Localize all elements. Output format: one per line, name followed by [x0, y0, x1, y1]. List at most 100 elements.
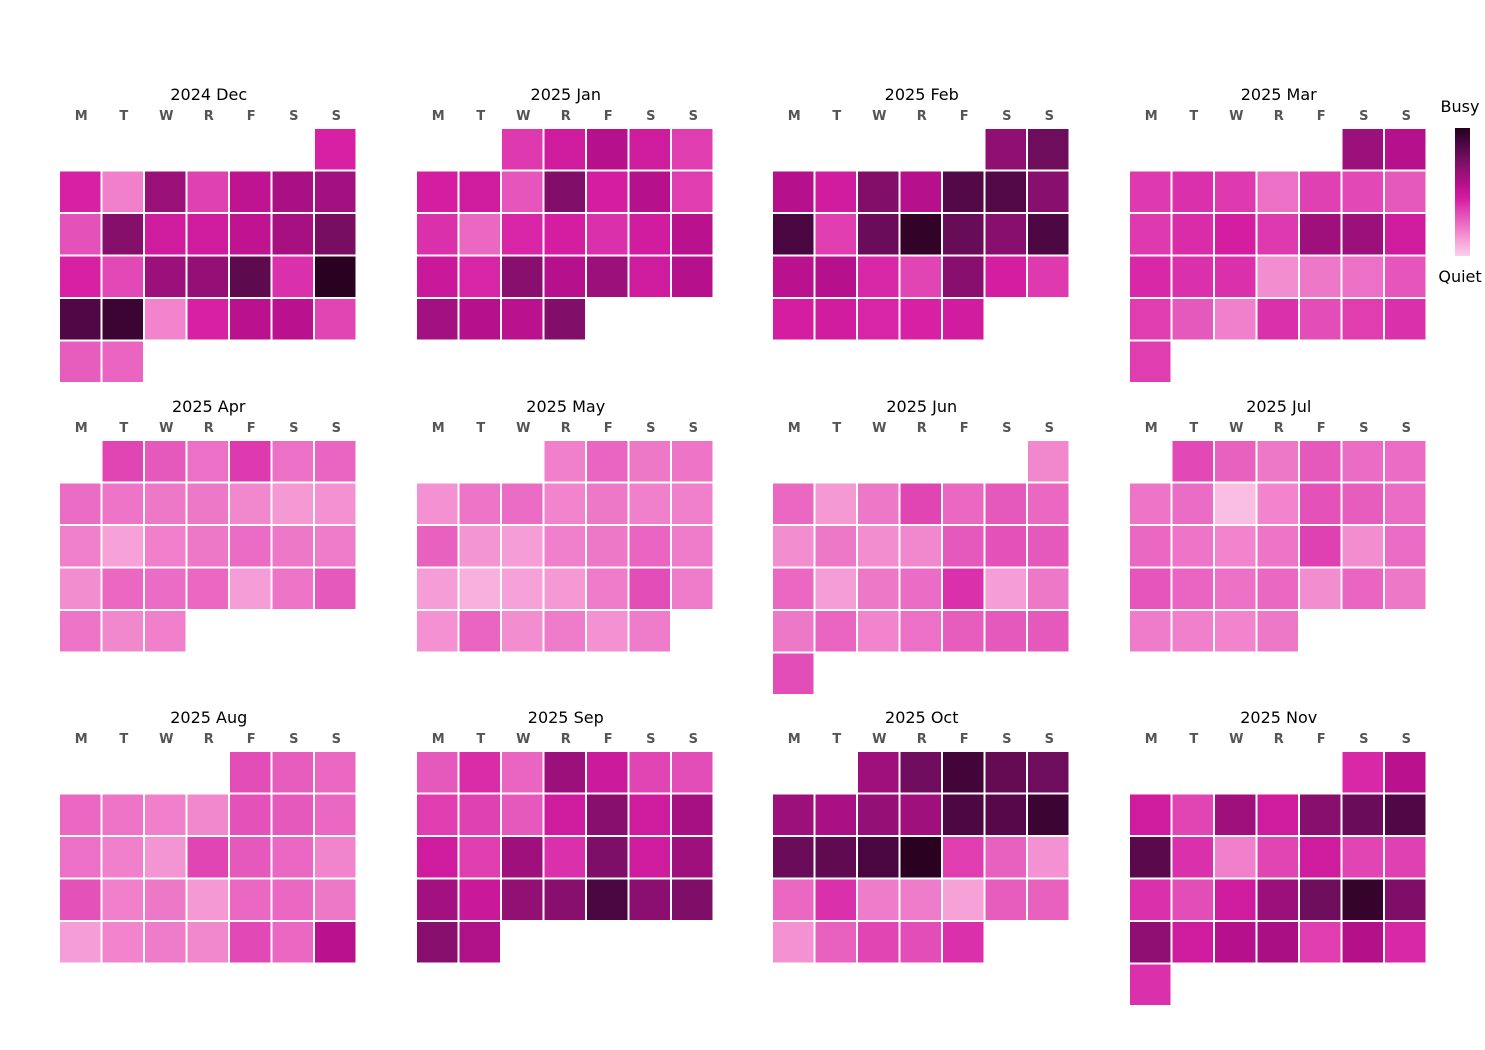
- day-cell: [417, 526, 458, 567]
- month-2025-oct: 2025 Oct M T W R F S S: [773, 708, 1069, 963]
- weekday-label: S: [1402, 732, 1411, 747]
- day-cell: [60, 837, 101, 878]
- day-cell: [60, 568, 101, 609]
- day-cell: [230, 837, 271, 878]
- day-cell: [502, 171, 543, 212]
- day-cell: [1257, 837, 1298, 878]
- day-cell: [858, 922, 899, 963]
- day-cell: [900, 837, 941, 878]
- day-cell: [943, 483, 984, 524]
- weekday-label: F: [960, 421, 969, 436]
- day-cell: [102, 299, 143, 340]
- weekday-label: S: [289, 421, 298, 436]
- day-cell: [858, 794, 899, 835]
- day-cell: [943, 256, 984, 297]
- weekday-label: F: [604, 421, 613, 436]
- day-cell: [985, 526, 1026, 567]
- day-cell: [985, 794, 1026, 835]
- day-cell: [230, 483, 271, 524]
- day-cell: [858, 837, 899, 878]
- day-cell: [943, 611, 984, 652]
- day-cell: [102, 837, 143, 878]
- day-cell: [943, 568, 984, 609]
- day-cell: [417, 752, 458, 793]
- day-cell: [417, 611, 458, 652]
- day-cell: [1300, 922, 1341, 963]
- day-cell: [60, 214, 101, 255]
- day-cell: [1215, 611, 1256, 652]
- day-cell: [815, 879, 856, 920]
- day-cell: [502, 752, 543, 793]
- weekday-label: R: [561, 732, 571, 747]
- day-cell: [1172, 483, 1213, 524]
- weekday-label: S: [646, 421, 655, 436]
- day-cell: [773, 653, 814, 694]
- month-2025-may: 2025 May M T W R F S S: [417, 397, 713, 652]
- day-cell: [459, 752, 500, 793]
- day-cell: [145, 299, 186, 340]
- day-cell: [587, 879, 628, 920]
- weekday-label: R: [917, 421, 927, 436]
- day-cell: [858, 299, 899, 340]
- day-cell: [815, 922, 856, 963]
- day-cell: [187, 171, 228, 212]
- weekday-label: M: [788, 732, 801, 747]
- day-cell: [1385, 256, 1426, 297]
- day-cell: [544, 611, 585, 652]
- day-cell: [629, 794, 670, 835]
- month-2025-jul: 2025 Jul M T W R F S S: [1130, 397, 1426, 652]
- day-cell: [900, 299, 941, 340]
- day-cell: [502, 299, 543, 340]
- weekday-label: M: [432, 732, 445, 747]
- day-cell: [145, 526, 186, 567]
- day-cell: [672, 129, 713, 170]
- day-cell: [1300, 794, 1341, 835]
- day-cell: [187, 256, 228, 297]
- weekday-label: W: [1229, 732, 1243, 747]
- day-cell: [272, 483, 313, 524]
- day-cell: [900, 752, 941, 793]
- day-cell: [1342, 568, 1383, 609]
- weekday-label: R: [204, 109, 214, 124]
- weekday-label: W: [872, 109, 886, 124]
- day-cell: [858, 879, 899, 920]
- day-cell: [459, 214, 500, 255]
- weekday-label: T: [119, 421, 128, 436]
- weekday-label: S: [1045, 109, 1054, 124]
- day-cell: [272, 568, 313, 609]
- day-cell: [1028, 837, 1069, 878]
- weekday-label: W: [516, 421, 530, 436]
- month-title: 2025 Jul: [1246, 397, 1311, 416]
- day-cell: [1300, 171, 1341, 212]
- day-cell: [1130, 794, 1171, 835]
- day-cell: [315, 171, 356, 212]
- weekday-label: F: [960, 732, 969, 747]
- day-cell: [587, 171, 628, 212]
- day-cell: [587, 568, 628, 609]
- day-cell: [985, 483, 1026, 524]
- day-cell: [985, 129, 1026, 170]
- day-cell: [858, 483, 899, 524]
- day-cell: [587, 526, 628, 567]
- day-cell: [417, 256, 458, 297]
- day-cell: [544, 256, 585, 297]
- day-cell: [272, 214, 313, 255]
- day-cell: [1215, 526, 1256, 567]
- day-cell: [1342, 214, 1383, 255]
- weekday-label: S: [689, 421, 698, 436]
- day-cell: [587, 129, 628, 170]
- weekday-label: W: [872, 732, 886, 747]
- day-cell: [1300, 837, 1341, 878]
- day-cell: [943, 837, 984, 878]
- day-cell: [417, 214, 458, 255]
- day-cell: [773, 794, 814, 835]
- legend: Busy Quiet: [1438, 97, 1481, 286]
- day-cell: [187, 794, 228, 835]
- month-title: 2025 Nov: [1240, 708, 1317, 727]
- day-cell: [230, 441, 271, 482]
- day-cell: [629, 483, 670, 524]
- day-cell: [815, 837, 856, 878]
- day-cell: [672, 794, 713, 835]
- day-cell: [102, 879, 143, 920]
- day-cell: [315, 441, 356, 482]
